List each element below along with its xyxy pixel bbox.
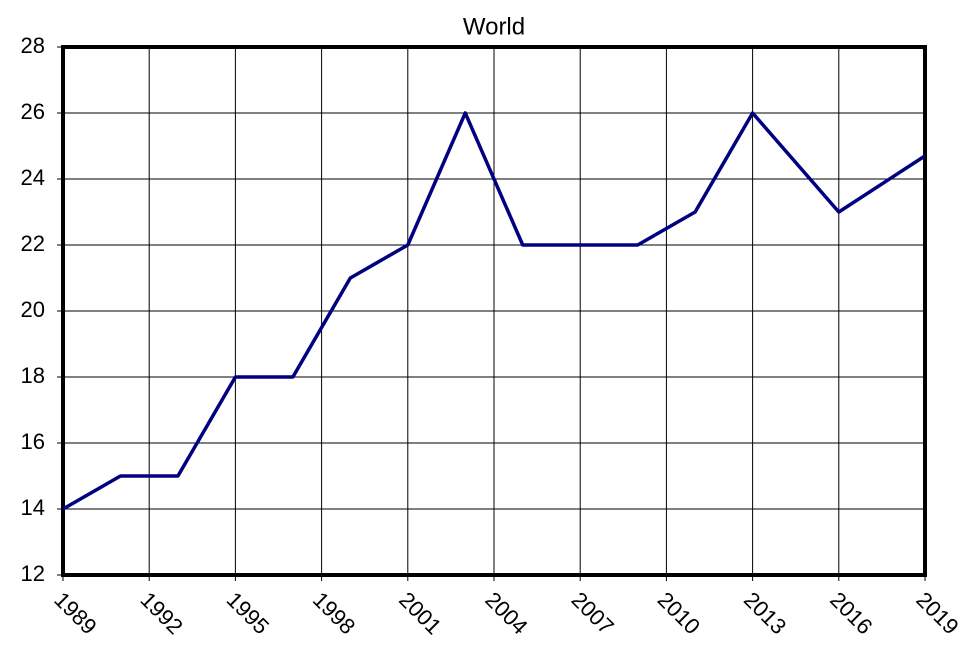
x-tick-label: 2013 (739, 587, 791, 639)
x-tick-label: 2007 (567, 587, 619, 639)
x-tick-label: 2010 (653, 587, 705, 639)
x-tick-label: 2016 (825, 587, 877, 639)
x-tick-label: 1995 (222, 587, 274, 639)
y-tick-label: 14 (21, 495, 45, 520)
y-tick-label: 12 (21, 561, 45, 586)
x-tick-label: 1998 (308, 587, 360, 639)
y-tick-label: 18 (21, 363, 45, 388)
y-tick-label: 26 (21, 99, 45, 124)
y-tick-label: 16 (21, 429, 45, 454)
y-tick-label: 20 (21, 297, 45, 322)
x-tick-label: 1992 (136, 587, 188, 639)
data-line (62, 111, 926, 511)
plot-border (61, 45, 927, 577)
y-tick-label: 24 (21, 165, 45, 190)
x-tick-label: 2001 (394, 587, 446, 639)
x-tick-label: 1989 (49, 587, 101, 639)
y-tick-label: 28 (21, 33, 45, 58)
x-tick-label: 2019 (911, 587, 963, 639)
y-tick-label: 22 (21, 231, 45, 256)
x-tick-label: 2004 (480, 587, 532, 639)
chart-title: World (463, 13, 525, 40)
